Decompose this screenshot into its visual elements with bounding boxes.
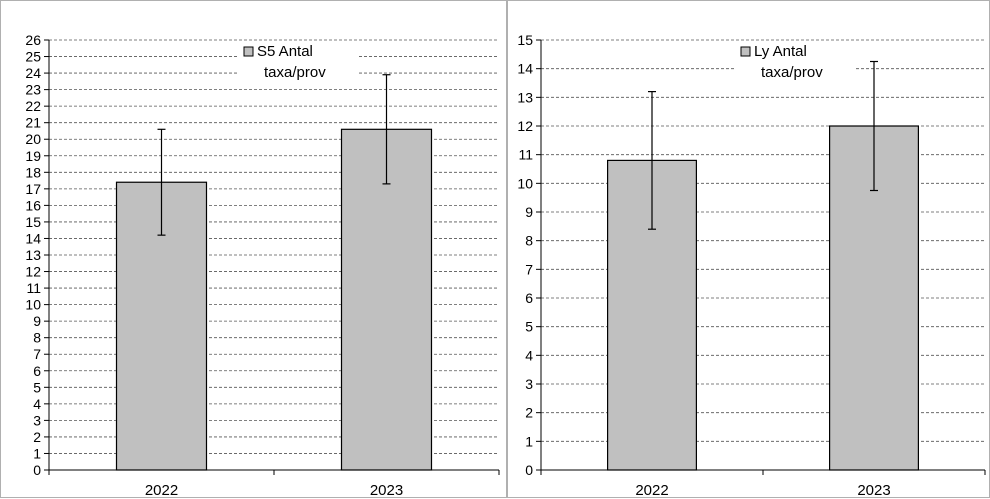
y-tick-label: 21 [25,115,41,131]
y-tick-label: 17 [25,181,41,197]
chart-panel-s5: 0 1 2 3 4 5 6 7 8 9 10 11 12 13 14 15 16 17 18 19 20 21 22 23 24… [0,0,507,499]
bar [340,128,433,471]
y-tick-label: 0 [33,462,41,478]
y-tick-label: 18 [25,164,41,180]
x-tick-label: 2023 [857,482,890,499]
legend-swatch [243,46,254,57]
x-tick-label: 2022 [145,482,178,499]
y-tick-label: 11 [518,147,533,163]
y-tick-label: 13 [517,89,533,105]
y-tick-label: 6 [33,363,41,379]
y-tick-label: 20 [25,131,41,147]
y-tick-label: 2 [525,405,533,421]
legend-swatch [740,46,751,57]
chart-s5: 0123456789101112131415161718192021222324… [25,32,500,499]
y-tick-label: 15 [517,32,533,48]
y-tick-label: 9 [525,204,533,220]
y-tick-label: 11 [26,280,41,296]
y-tick-label: 19 [25,148,41,164]
y-tick-label: 1 [525,433,533,449]
y-tick-label: 15 [25,214,41,230]
legend-label: Ly Antal [754,43,807,60]
y-tick-label: 5 [33,379,41,395]
y-tick-label: 22 [25,98,41,114]
y-tick-label: 4 [525,347,533,363]
y-tick-label: 7 [525,261,533,277]
legend-box [735,42,855,86]
y-tick-label: 26 [25,32,41,48]
y-tick-label: 10 [517,175,533,191]
y-tick-label: 5 [525,319,533,335]
y-tick-label: 14 [25,230,41,246]
y-tick-label: 4 [33,396,41,412]
legend-label: S5 Antal [257,43,313,60]
y-tick-label: 12 [517,118,533,134]
legend-box [238,42,358,86]
y-tick-label: 8 [525,233,533,249]
chart-panel-ly: 0 1 2 3 4 5 6 7 8 9 10 11 12 13 14 15 2022 2023 Ly Antal ta… [507,0,990,499]
legend-label: taxa/prov [761,64,823,81]
y-tick-label: 16 [25,197,41,213]
y-tick-label: 25 [25,49,41,65]
y-tick-label: 24 [25,65,41,81]
y-tick-label: 3 [525,376,533,392]
y-tick-label: 0 [525,462,533,478]
y-tick-label: 6 [525,290,533,306]
y-tick-label: 7 [33,346,41,362]
y-tick-label: 13 [25,247,41,263]
y-tick-label: 9 [33,313,41,329]
y-tick-label: 23 [25,82,41,98]
y-tick-label: 8 [33,330,41,346]
y-tick-label: 12 [25,264,41,280]
y-tick-label: 14 [517,61,533,77]
legend-label: taxa/prov [264,64,326,81]
x-tick-label: 2022 [635,482,668,499]
y-tick-label: 10 [25,297,41,313]
y-tick-label: 3 [33,412,41,428]
y-tick-label: 1 [33,445,41,461]
y-tick-label: 2 [33,429,41,445]
x-tick-label: 2023 [370,482,403,499]
